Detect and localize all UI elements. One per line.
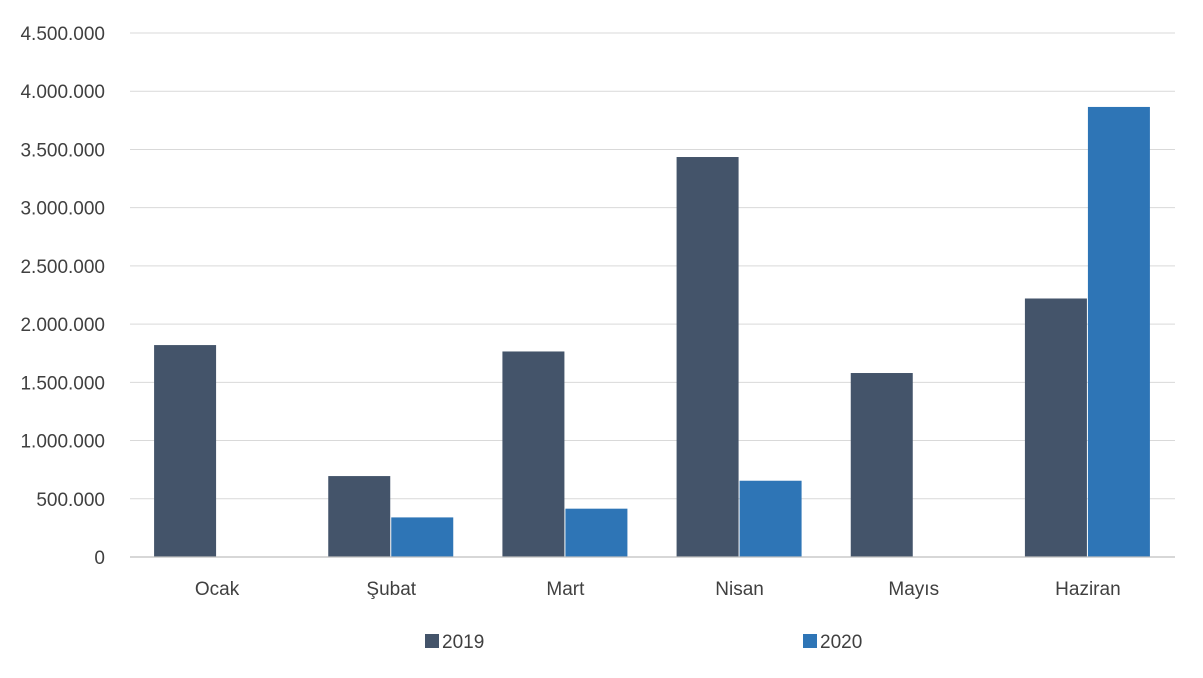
legend-item-2019: 2019 bbox=[425, 632, 484, 653]
y-tick-label: 500.000 bbox=[36, 490, 105, 511]
bar-2019-Haziran bbox=[1024, 298, 1087, 557]
x-tick-label: Mayıs bbox=[888, 579, 939, 600]
bar-2020-Mart bbox=[565, 508, 628, 557]
bars bbox=[154, 106, 1150, 557]
legend: 2019 2020 bbox=[425, 632, 862, 653]
x-tick-label: Haziran bbox=[1055, 579, 1120, 600]
y-tick-label: 2.500.000 bbox=[20, 257, 105, 278]
legend-label: 2019 bbox=[442, 632, 484, 653]
y-tick-label: 4.500.000 bbox=[20, 24, 105, 45]
y-tick-label: 1.500.000 bbox=[20, 373, 105, 394]
bar-2019-Mart bbox=[502, 351, 565, 557]
y-tick-label: 3.000.000 bbox=[20, 199, 105, 220]
x-tick-label: Nisan bbox=[715, 579, 764, 600]
legend-swatch bbox=[803, 634, 817, 648]
bar-2020-Nisan bbox=[739, 480, 802, 557]
bar-2019-Nisan bbox=[676, 157, 739, 557]
y-tick-label: 2.000.000 bbox=[20, 315, 105, 336]
x-tick-label: Mart bbox=[546, 579, 585, 600]
y-tick-label: 1.000.000 bbox=[20, 432, 105, 453]
y-tick-label: 3.500.000 bbox=[20, 140, 105, 161]
bar-2020-Haziran bbox=[1087, 106, 1150, 557]
y-tick-label: 0 bbox=[94, 548, 105, 569]
bar-2019-Ocak bbox=[154, 345, 217, 557]
y-axis-ticks: 0 500.000 1.000.000 1.500.000 2.000.000 2.500… bbox=[20, 24, 105, 569]
x-axis-ticks: Ocak Şubat Mart Nisan Mayıs Haziran bbox=[195, 579, 1121, 600]
bar-2019-Mayıs bbox=[850, 373, 913, 557]
x-tick-label: Şubat bbox=[366, 579, 416, 600]
bar-2020-Şubat bbox=[391, 517, 454, 557]
bar-2019-Şubat bbox=[328, 476, 391, 557]
legend-item-2020: 2020 bbox=[803, 632, 862, 653]
x-tick-label: Ocak bbox=[195, 579, 240, 600]
gridlines bbox=[130, 32, 1175, 500]
legend-swatch bbox=[425, 634, 439, 648]
legend-label: 2020 bbox=[820, 632, 862, 653]
y-tick-label: 4.000.000 bbox=[20, 82, 105, 103]
